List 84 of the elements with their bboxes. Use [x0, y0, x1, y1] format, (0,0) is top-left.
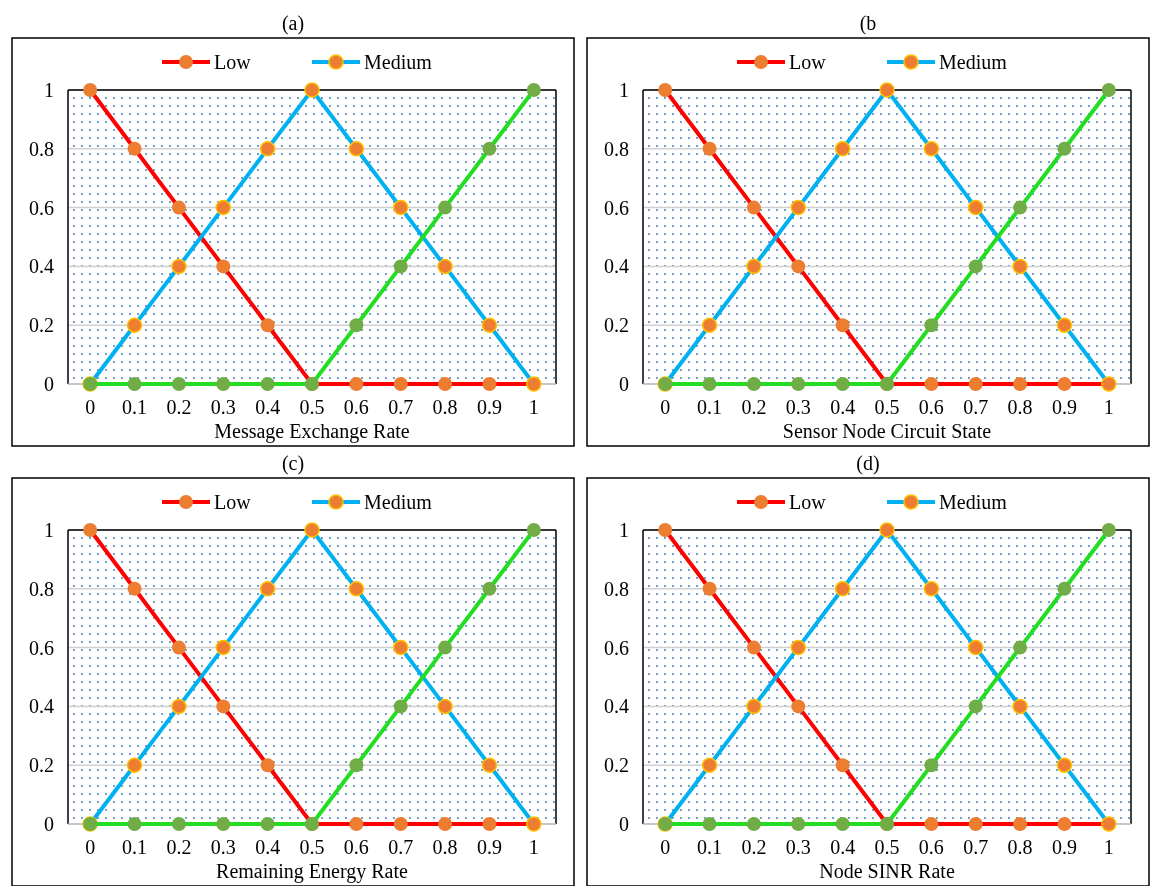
x-tick-label: 0.2 — [741, 396, 767, 418]
x-tick-label: 0.5 — [874, 396, 900, 418]
legend-label: Low — [214, 51, 252, 73]
x-tick-label: 0.2 — [166, 396, 192, 418]
x-tick-label: 0.1 — [697, 836, 723, 858]
x-tick-label: 0.1 — [122, 836, 148, 858]
x-axis-title: Sensor Node Circuit State — [782, 420, 992, 442]
y-tick-label: 0 — [619, 373, 629, 395]
y-tick-label: 0.4 — [604, 255, 629, 278]
legend-label: Medium — [939, 491, 1008, 513]
x-tick-label: 1 — [528, 396, 539, 418]
x-tick-label: 1 — [1103, 836, 1114, 858]
y-tick-label: 1 — [619, 79, 629, 101]
legend-label: Low — [214, 491, 252, 513]
legend-label: Low — [789, 51, 827, 73]
legend-label: Medium — [364, 51, 433, 73]
y-tick-label: 0.4 — [604, 695, 629, 718]
y-tick-label: 0 — [619, 813, 629, 835]
x-tick-label: 0 — [85, 836, 96, 858]
y-tick-label: 0.6 — [29, 636, 54, 659]
x-axis-title: Message Exchange Rate — [214, 420, 410, 443]
x-tick-label: 0.4 — [255, 836, 281, 858]
x-tick-label: 0.3 — [785, 836, 811, 858]
x-tick-label: 0.6 — [343, 396, 369, 418]
x-tick-label: 0.6 — [918, 836, 944, 858]
x-tick-label: 0.9 — [1051, 836, 1077, 858]
x-tick-label: 0.8 — [1007, 836, 1033, 858]
chart-title: (c) — [281, 452, 305, 475]
x-tick-label: 0.1 — [122, 396, 148, 418]
x-tick-label: 0.8 — [432, 836, 458, 858]
x-tick-label: 0.3 — [785, 396, 811, 418]
y-tick-label: 0.2 — [604, 314, 629, 337]
x-tick-label: 0.7 — [963, 836, 989, 858]
y-tick-label: 0.6 — [604, 196, 629, 219]
chart-title: (d) — [856, 452, 880, 475]
x-tick-label: 0.6 — [343, 836, 369, 858]
x-tick-label: 0.5 — [874, 836, 900, 858]
x-tick-label: 0.8 — [432, 396, 458, 418]
legend-label: Medium — [364, 491, 433, 513]
x-tick-label: 0.5 — [299, 396, 325, 418]
x-tick-label: 0.3 — [210, 396, 236, 418]
x-tick-label: 0.7 — [963, 396, 989, 418]
x-tick-label: 0.7 — [388, 836, 414, 858]
x-tick-label: 0.9 — [476, 396, 502, 418]
x-tick-label: 0.2 — [741, 836, 767, 858]
chart-title: (a) — [281, 12, 305, 35]
x-tick-label: 0.4 — [830, 396, 856, 418]
x-tick-label: 0.4 — [255, 396, 281, 418]
x-tick-label: 0 — [660, 836, 671, 858]
x-tick-label: 1 — [1103, 396, 1114, 418]
legend-label: Low — [789, 491, 827, 513]
y-tick-label: 0.8 — [29, 137, 54, 160]
x-tick-label: 0 — [85, 396, 96, 418]
x-tick-label: 0.9 — [476, 836, 502, 858]
y-tick-label: 0.6 — [604, 636, 629, 659]
y-tick-label: 0.8 — [604, 137, 629, 160]
x-tick-label: 0.5 — [299, 836, 325, 858]
chart-title: (b — [859, 12, 877, 35]
x-tick-label: 0 — [660, 396, 671, 418]
x-tick-label: 0.7 — [388, 396, 414, 418]
legend-label: Medium — [939, 51, 1008, 73]
y-tick-label: 0.2 — [604, 754, 629, 777]
y-tick-label: 0.8 — [604, 577, 629, 600]
y-tick-label: 0.8 — [29, 577, 54, 600]
x-axis-title: Remaining Energy Rate — [216, 860, 409, 883]
y-tick-label: 0.2 — [29, 314, 54, 337]
x-tick-label: 0.1 — [697, 396, 723, 418]
x-tick-label: 0.6 — [918, 396, 944, 418]
y-tick-label: 0.4 — [29, 695, 54, 718]
x-tick-label: 0.9 — [1051, 396, 1077, 418]
y-tick-label: 0.6 — [29, 196, 54, 219]
y-tick-label: 0.2 — [29, 754, 54, 777]
y-tick-label: 0 — [44, 813, 54, 835]
x-tick-label: 0.8 — [1007, 396, 1033, 418]
x-tick-label: 0.2 — [166, 836, 192, 858]
y-tick-label: 1 — [44, 519, 54, 541]
x-tick-label: 1 — [528, 836, 539, 858]
y-tick-label: 0 — [44, 373, 54, 395]
x-tick-label: 0.4 — [830, 836, 856, 858]
x-tick-label: 0.3 — [210, 836, 236, 858]
y-tick-label: 0.4 — [29, 255, 54, 278]
y-tick-label: 1 — [44, 79, 54, 101]
x-axis-title: Node SINR Rate — [819, 860, 955, 882]
y-tick-label: 1 — [619, 519, 629, 541]
